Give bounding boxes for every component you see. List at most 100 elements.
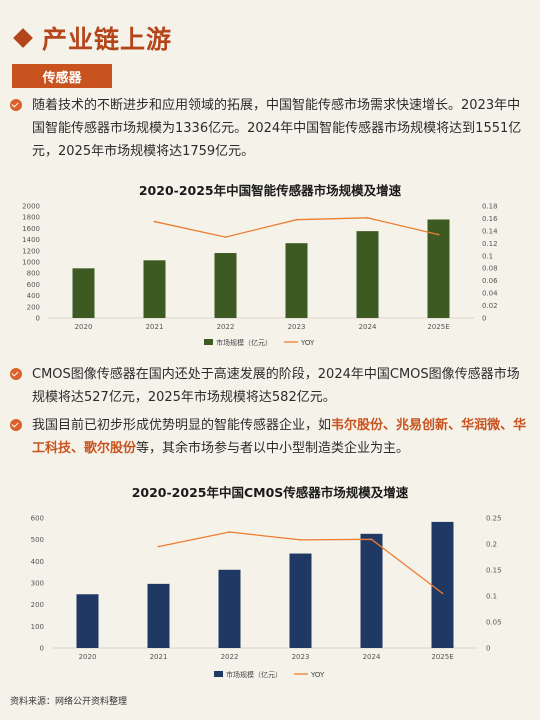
chart-2-y-left-tick: 400	[31, 558, 44, 566]
chart-2-y-left-tick: 500	[31, 536, 44, 544]
chart-2-legend-bar-swatch	[214, 671, 223, 677]
chart-2-y-right-tick: 0.15	[486, 567, 502, 575]
separator-4: 、	[71, 441, 85, 456]
chart-1: 0 200 400 600 800 1000 1200 1400 1600 1800 2000 0 0.…	[22, 203, 498, 348]
chart-2-yoy-point	[157, 545, 160, 548]
chart-1-y-left-tick: 1400	[22, 236, 40, 244]
chart-1-y-left-tick: 2000	[22, 203, 40, 211]
chart-2-bar	[218, 569, 241, 648]
chart-1-y-left-tick: 1600	[22, 225, 40, 233]
chart-1-bar	[285, 243, 308, 318]
chart-1-yoy-point	[224, 236, 227, 239]
chart-1-y-left-tick: 200	[27, 303, 40, 311]
paragraph-3: 我国目前已初步形成优势明显的智能传感器企业，如韦尔股份、兆易创新、华润微、华工科…	[32, 414, 530, 460]
chart-2-bar	[147, 583, 170, 648]
chart-1-y-right-tick: 0.12	[482, 240, 498, 248]
chart-1-y-left-tick: 1000	[22, 259, 40, 267]
chart-2-x-tick: 2025E	[431, 653, 453, 661]
check-circle-icon	[10, 368, 22, 380]
bullet-3: 我国目前已初步形成优势明显的智能传感器企业，如韦尔股份、兆易创新、华润微、华工科…	[10, 414, 530, 460]
chart-1-y-right-tick: 0.08	[482, 265, 498, 273]
chart-1-title: 2020-2025年中国智能传感器市场规模及增速	[138, 183, 402, 198]
chart-2-legend-line-label: YOY	[310, 671, 325, 679]
chart-1-y-right-tick: 0.06	[482, 277, 498, 285]
chart-2-legend-bar-label: 市场规模（亿元）	[226, 670, 282, 679]
chart-1-bar	[356, 231, 379, 318]
chart-1-x-tick: 2024	[359, 323, 377, 331]
chart-2-title: 2020-2025年中国CM0S传感器市场规模及增速	[131, 485, 409, 500]
chart-2-y-right-tick: 0.05	[486, 619, 502, 627]
chart-1-bar	[427, 219, 450, 318]
chart-2-y-left-tick: 100	[31, 623, 44, 631]
chart-2-y-left-tick: 0	[40, 645, 44, 653]
chart-1-legend-bar-swatch	[204, 339, 213, 345]
paragraph-1: 随着技术的不断进步和应用领域的拓展，中国智能传感市场需求快速增长。2023年中国…	[32, 98, 522, 159]
diamond-icon	[13, 28, 33, 48]
check-circle-icon	[10, 419, 22, 431]
chart-1-y-right-tick: 0.02	[482, 302, 498, 310]
company-1: 韦尔股份	[331, 418, 384, 433]
chart-1-y-left-tick: 800	[27, 270, 40, 278]
chart-2-yoy-point	[299, 538, 302, 541]
chart-1-bar	[72, 268, 95, 318]
chart-1-x-tick: 2025E	[427, 323, 449, 331]
chart-1-yoy-point	[437, 233, 440, 236]
chart-2-y-left-tick: 600	[31, 515, 44, 523]
chart-2-y-right-tick: 0.25	[486, 515, 502, 523]
paragraph-2: CMOS图像传感器在国内还处于高速发展的阶段，2024年中国CMOS图像传感器市…	[32, 367, 520, 405]
chart-1-bar	[143, 260, 166, 318]
source-note: 资料来源：网络公开资料整理	[10, 697, 128, 707]
chart-2-bar	[431, 521, 454, 648]
paragraph-3-post: 等，其余市场参与者以中小型制造类企业为主。	[136, 441, 410, 456]
chart-2-bar	[289, 553, 312, 648]
chart-2-yoy-point	[228, 531, 231, 533]
bullet-2: CMOS图像传感器在国内还处于高速发展的阶段，2024年中国CMOS图像传感器市…	[10, 363, 530, 409]
chart-2-y-left-tick: 300	[31, 580, 44, 588]
page-title: 产业链上游	[12, 20, 172, 56]
chart-2-y-left-tick: 200	[31, 601, 44, 609]
chart-1-y-right-tick: 0	[482, 315, 486, 323]
chart-2-x-tick: 2021	[150, 653, 168, 661]
chart-2-yoy-point	[441, 592, 444, 595]
chart-1-yoy-point	[295, 218, 298, 221]
chart-2-x-tick: 2023	[292, 653, 310, 661]
chart-1-legend-bar-label: 市场规模（亿元）	[216, 338, 272, 347]
chart-1-y-left-tick: 1200	[22, 247, 40, 255]
chart-1-y-right-tick: 0.14	[482, 227, 498, 235]
chart-1-bar	[214, 253, 237, 318]
chart-1-legend-line-label: YOY	[300, 339, 315, 347]
chart-2: 0 100 200 300 400 500 600 0 0.05 0.1 0.15 0.2 0.25 20…	[31, 515, 502, 680]
chart-1-y-left-tick: 400	[27, 292, 40, 300]
chart-1-y-right-tick: 0.16	[482, 215, 498, 223]
separator-3: 、	[500, 418, 514, 433]
chart-2-bar	[360, 533, 383, 648]
company-4: 华工科技	[32, 418, 527, 456]
chart-1-y-right-tick: 0.1	[482, 252, 493, 260]
chart-1-y-left-tick: 1800	[22, 214, 40, 222]
company-3: 华润微	[461, 418, 501, 433]
company-5: 歌尔股份	[84, 441, 137, 456]
chart-1-y-left-tick: 600	[27, 281, 40, 289]
chart-1-y-right-tick: 0.18	[482, 203, 498, 211]
section-tag: 传感器	[12, 64, 112, 88]
paragraph-3-pre: 我国目前已初步形成优势明显的智能传感器企业，如	[32, 418, 332, 433]
chart-1-x-tick: 2023	[288, 323, 306, 331]
chart-1-yoy-point	[153, 220, 156, 223]
separator-1: 、	[383, 418, 397, 433]
separator-2: 、	[448, 418, 462, 433]
chart-1-x-tick: 2021	[146, 323, 164, 331]
chart-2-bar	[76, 594, 99, 648]
company-2: 兆易创新	[396, 418, 449, 433]
page-title-text: 产业链上游	[42, 25, 173, 54]
chart-1-yoy-point	[366, 216, 369, 219]
chart-2-y-right-tick: 0	[486, 645, 490, 653]
chart-2-x-tick: 2024	[363, 653, 381, 661]
chart-1-y-left-tick: 0	[36, 315, 40, 323]
chart-2-x-tick: 2022	[221, 653, 239, 661]
chart-1-x-tick: 2020	[75, 323, 93, 331]
chart-2-yoy-point	[370, 538, 373, 541]
bullet-1: 随着技术的不断进步和应用领域的拓展，中国智能传感市场需求快速增长。2023年中国…	[10, 94, 530, 163]
chart-1-y-right-tick: 0.04	[482, 290, 498, 298]
chart-2-x-tick: 2020	[79, 653, 97, 661]
check-circle-icon	[10, 99, 22, 111]
